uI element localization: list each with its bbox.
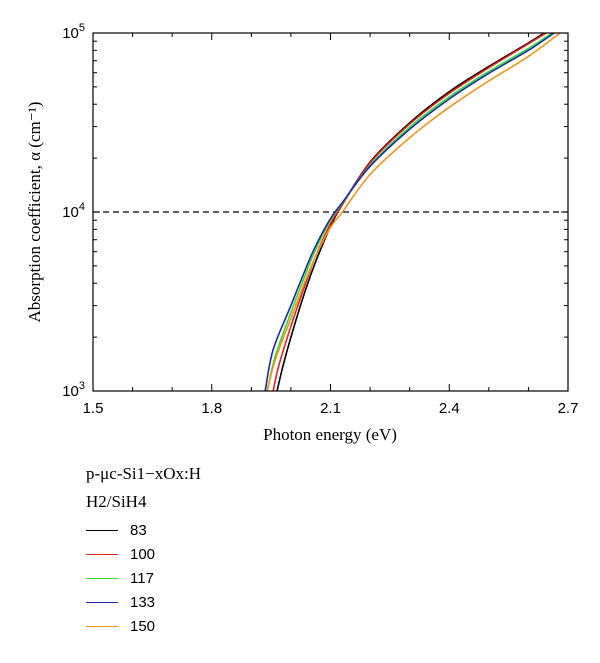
legend-item-83: 83 (86, 518, 346, 542)
legend-label: 133 (130, 593, 156, 611)
series-line-100 (272, 33, 547, 391)
legend: p-μc-Si1−xOx:H H2/SiH4 83 100 117 133 150 (86, 462, 346, 638)
y-tick-label: 103 (62, 380, 85, 400)
legend-swatch (86, 553, 118, 555)
legend-label: 117 (130, 569, 154, 587)
x-tick-label: 2.1 (320, 400, 341, 417)
legend-item-100: 100 (86, 542, 346, 566)
legend-item-133: 133 (86, 590, 346, 614)
legend-swatch (86, 625, 118, 627)
series-line-117 (266, 33, 553, 391)
series-line-133 (264, 33, 555, 391)
x-tick-label: 2.7 (558, 400, 579, 417)
x-axis-label: Photon energy (eV) (263, 425, 397, 444)
plot-frame (92, 32, 569, 392)
x-tick-labels: 1.5 1.8 2.1 2.4 2.7 (83, 400, 579, 417)
x-tick-label: 1.8 (201, 400, 222, 417)
legend-swatch (86, 577, 118, 579)
legend-item-117: 117 (86, 566, 346, 590)
legend-label: 150 (130, 617, 156, 635)
legend-swatch (86, 529, 118, 531)
series-line-150 (266, 33, 561, 391)
y-tick-label: 104 (62, 201, 85, 221)
x-tick-label: 2.4 (439, 400, 460, 417)
y-tick-label: 105 (62, 22, 85, 42)
series-layer (264, 33, 561, 391)
legend-title-material: p-μc-Si1−xOx:H (86, 464, 202, 483)
y-axis-label: Absorption coefficient, α (cm⁻¹) (25, 102, 44, 323)
legend-items: 83 100 117 133 150 (86, 518, 346, 638)
legend-title-ratio: H2/SiH4 (86, 492, 147, 511)
legend-label: 100 (130, 545, 156, 563)
y-tick-labels: 103 104 105 (62, 22, 85, 400)
absorption-chart: 1.5 1.8 2.1 2.4 2.7 103 104 105 Photon energy … (25, 22, 579, 444)
legend-label: 83 (130, 521, 147, 539)
legend-swatch (86, 601, 118, 603)
x-tick-label: 1.5 (83, 400, 104, 417)
legend-item-150: 150 (86, 614, 346, 638)
